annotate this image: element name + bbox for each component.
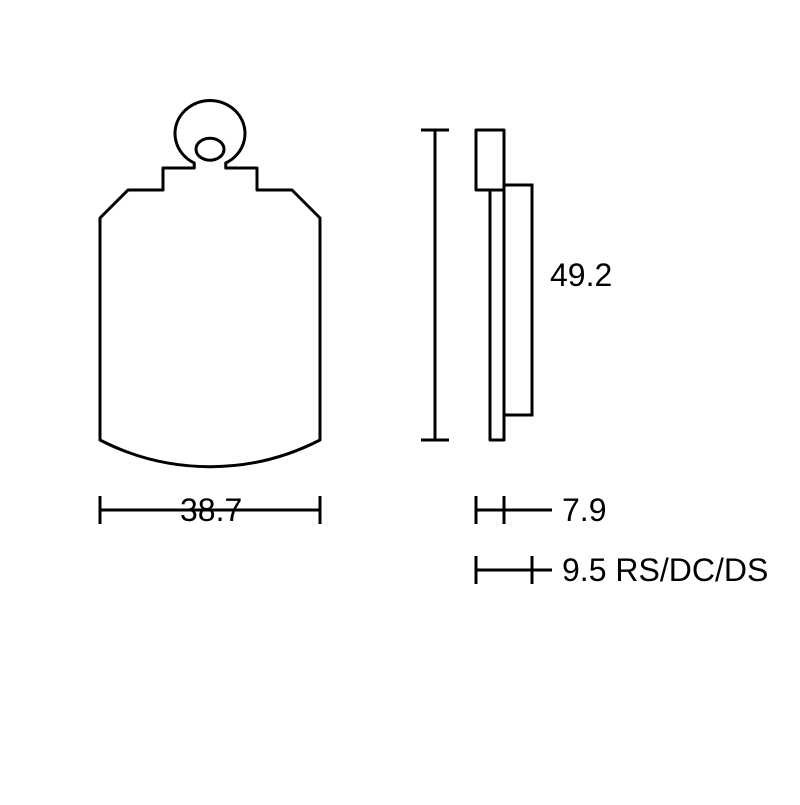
height-dimension-label: 49.2: [550, 257, 612, 294]
thickness1-dimension-label: 7.9: [562, 492, 606, 529]
drawing-svg: [0, 0, 800, 800]
diagram-canvas: 49.2 38.7 7.9 9.5 RS/DC/DS: [0, 0, 800, 800]
width-dimension-label: 38.7: [180, 492, 242, 529]
thickness2-dimension-label: 9.5 RS/DC/DS: [562, 552, 768, 589]
